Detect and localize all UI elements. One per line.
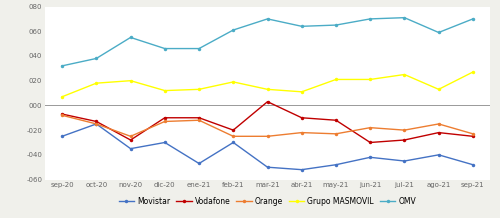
Vodafone: [402, 139, 407, 141]
Orange: [470, 133, 476, 135]
Orange: [298, 131, 304, 134]
Grupo MASMOVIL: [128, 79, 134, 82]
Orange: [402, 129, 407, 131]
Orange: [436, 123, 442, 125]
Movistar: [59, 135, 65, 138]
OMV: [162, 47, 168, 50]
Grupo MASMOVIL: [230, 81, 236, 83]
Line: OMV: OMV: [60, 16, 474, 68]
Vodafone: [230, 129, 236, 131]
OMV: [59, 65, 65, 67]
Movistar: [162, 141, 168, 144]
OMV: [230, 29, 236, 31]
OMV: [128, 36, 134, 39]
Grupo MASMOVIL: [367, 78, 373, 81]
OMV: [367, 18, 373, 20]
Vodafone: [298, 116, 304, 119]
Grupo MASMOVIL: [162, 89, 168, 92]
OMV: [402, 16, 407, 19]
Movistar: [402, 160, 407, 162]
Vodafone: [470, 135, 476, 138]
Movistar: [436, 153, 442, 156]
Grupo MASMOVIL: [94, 82, 100, 84]
Orange: [367, 126, 373, 129]
Vodafone: [128, 139, 134, 141]
Movistar: [230, 141, 236, 144]
Vodafone: [162, 116, 168, 119]
Grupo MASMOVIL: [436, 88, 442, 91]
Vodafone: [436, 131, 442, 134]
OMV: [333, 24, 339, 26]
OMV: [436, 31, 442, 34]
Orange: [94, 123, 100, 125]
Grupo MASMOVIL: [59, 95, 65, 98]
Vodafone: [367, 141, 373, 144]
Movistar: [470, 164, 476, 166]
Orange: [230, 135, 236, 138]
Line: Vodafone: Vodafone: [60, 100, 474, 144]
OMV: [94, 57, 100, 60]
Movistar: [367, 156, 373, 159]
OMV: [470, 18, 476, 20]
Vodafone: [196, 116, 202, 119]
Line: Movistar: Movistar: [60, 122, 474, 171]
Vodafone: [94, 120, 100, 123]
Line: Grupo MASMOVIL: Grupo MASMOVIL: [60, 70, 474, 99]
OMV: [264, 18, 270, 20]
Grupo MASMOVIL: [298, 90, 304, 93]
Vodafone: [333, 119, 339, 122]
Grupo MASMOVIL: [264, 88, 270, 91]
Orange: [162, 120, 168, 123]
Movistar: [264, 166, 270, 169]
Orange: [196, 119, 202, 122]
Grupo MASMOVIL: [196, 88, 202, 91]
Vodafone: [264, 100, 270, 103]
Line: Orange: Orange: [60, 114, 474, 138]
Movistar: [298, 168, 304, 171]
Orange: [128, 135, 134, 138]
OMV: [196, 47, 202, 50]
Vodafone: [59, 113, 65, 115]
Grupo MASMOVIL: [402, 73, 407, 76]
Legend: Movistar, Vodafone, Orange, Grupo MASMOVIL, OMV: Movistar, Vodafone, Orange, Grupo MASMOV…: [118, 197, 416, 206]
Movistar: [128, 147, 134, 150]
Movistar: [94, 123, 100, 125]
Orange: [333, 133, 339, 135]
Orange: [264, 135, 270, 138]
Grupo MASMOVIL: [333, 78, 339, 81]
Movistar: [333, 164, 339, 166]
OMV: [298, 25, 304, 28]
Orange: [59, 114, 65, 117]
Movistar: [196, 162, 202, 165]
Grupo MASMOVIL: [470, 71, 476, 73]
